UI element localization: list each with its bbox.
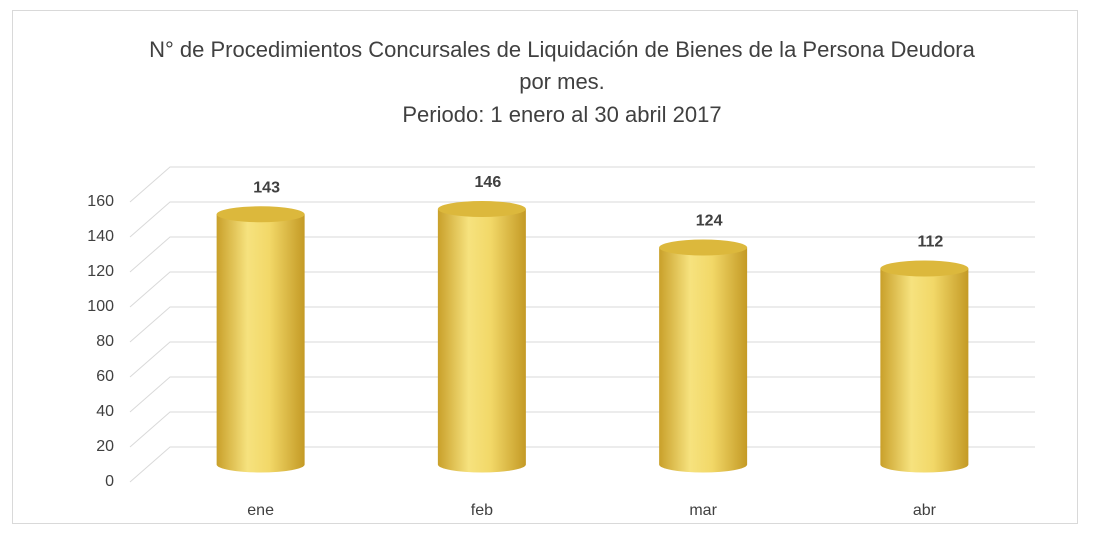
grid-line bbox=[129, 201, 1035, 238]
y-tick-label: 160 bbox=[87, 193, 114, 210]
bar bbox=[216, 214, 305, 473]
x-tick-label: mar bbox=[689, 502, 717, 519]
grid-line bbox=[129, 236, 1035, 273]
x-tick-label: ene bbox=[247, 502, 274, 519]
x-tick-label: abr bbox=[913, 502, 937, 519]
y-tick-label: 80 bbox=[96, 333, 114, 350]
grid-line bbox=[129, 166, 1035, 203]
bar-top bbox=[880, 260, 969, 277]
y-tick-label: 100 bbox=[87, 298, 114, 315]
y-tick-label: 140 bbox=[87, 228, 114, 245]
bar-top bbox=[437, 201, 526, 217]
chart-subtitle: Periodo: 1 enero al 30 abril 2017 bbox=[402, 102, 722, 127]
bar bbox=[659, 247, 748, 473]
value-label: 143 bbox=[253, 179, 280, 196]
chart-frame bbox=[12, 10, 1078, 524]
y-tick-label: 0 bbox=[105, 473, 114, 490]
y-tick-label: 40 bbox=[96, 403, 114, 420]
value-label: 146 bbox=[475, 174, 502, 191]
y-tick-label: 120 bbox=[87, 263, 114, 280]
bar bbox=[880, 268, 969, 473]
chart-title: N° de Procedimientos Concursales de Liqu… bbox=[149, 37, 975, 94]
x-tick-label: feb bbox=[471, 502, 493, 519]
value-label: 124 bbox=[696, 213, 723, 230]
y-tick-label: 20 bbox=[96, 438, 114, 455]
value-label: 112 bbox=[917, 234, 943, 251]
y-tick-label: 60 bbox=[96, 368, 114, 385]
bar bbox=[437, 209, 526, 473]
bar-top bbox=[216, 206, 305, 223]
bar-top bbox=[659, 239, 748, 256]
